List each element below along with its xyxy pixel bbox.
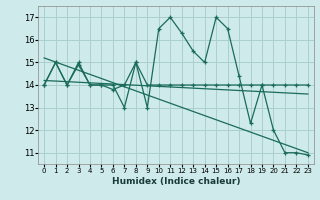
X-axis label: Humidex (Indice chaleur): Humidex (Indice chaleur) <box>112 177 240 186</box>
